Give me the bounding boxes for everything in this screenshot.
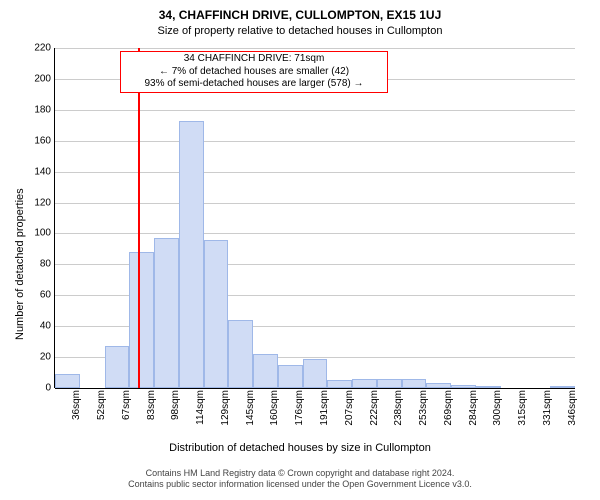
attribution-line-2: Contains public sector information licen… (128, 479, 472, 489)
x-tick-label: 52sqm (96, 388, 107, 420)
x-tick-label: 160sqm (269, 388, 280, 426)
x-tick-label: 191sqm (319, 388, 330, 426)
histogram-bar (204, 240, 229, 388)
y-tick-label: 40 (40, 321, 55, 332)
histogram-bar (327, 380, 352, 388)
histogram-bar (129, 252, 154, 388)
annotation-box: 34 CHAFFINCH DRIVE: 71sqm← 7% of detache… (120, 51, 388, 93)
x-tick-label: 346sqm (567, 388, 578, 426)
x-tick-label: 83sqm (146, 388, 157, 420)
y-tick-label: 100 (34, 228, 55, 239)
chart-title-address: 34, CHAFFINCH DRIVE, CULLOMPTON, EX15 1U… (0, 8, 600, 22)
annotation-line: 34 CHAFFINCH DRIVE: 71sqm (125, 53, 383, 66)
x-tick-label: 176sqm (294, 388, 305, 426)
x-tick-label: 145sqm (245, 388, 256, 426)
y-tick-label: 160 (34, 135, 55, 146)
gridline (55, 141, 575, 142)
gridline (55, 172, 575, 173)
gridline (55, 110, 575, 111)
x-tick-label: 114sqm (195, 388, 206, 425)
histogram-bar (402, 379, 427, 388)
histogram-bar (179, 121, 204, 388)
x-axis-line (55, 388, 575, 389)
y-axis-label: Number of detached properties (14, 188, 26, 340)
x-tick-label: 36sqm (71, 388, 82, 420)
y-tick-label: 60 (40, 290, 55, 301)
x-tick-label: 129sqm (220, 388, 231, 426)
y-tick-label: 120 (34, 197, 55, 208)
y-tick-label: 180 (34, 104, 55, 115)
histogram-bar (105, 346, 130, 388)
x-tick-label: 284sqm (468, 388, 479, 426)
y-tick-label: 200 (34, 73, 55, 84)
x-tick-label: 238sqm (393, 388, 404, 426)
histogram-bar (377, 379, 402, 388)
histogram-bar (253, 354, 278, 388)
x-tick-label: 315sqm (517, 388, 528, 426)
x-tick-label: 253sqm (418, 388, 429, 426)
x-tick-label: 207sqm (344, 388, 355, 426)
y-tick-label: 140 (34, 166, 55, 177)
histogram-bar (278, 365, 303, 388)
attribution-line-1: Contains HM Land Registry data © Crown c… (146, 468, 455, 478)
histogram-bar (55, 374, 80, 388)
gridline (55, 233, 575, 234)
y-tick-label: 20 (40, 352, 55, 363)
x-tick-label: 67sqm (121, 388, 132, 420)
annotation-line: ← 7% of detached houses are smaller (42) (125, 66, 383, 79)
histogram-bar (228, 320, 253, 388)
x-tick-label: 222sqm (369, 388, 380, 426)
y-tick-label: 220 (34, 43, 55, 54)
x-axis-label: Distribution of detached houses by size … (0, 442, 600, 454)
x-tick-label: 331sqm (542, 388, 553, 426)
property-marker-line (138, 48, 140, 388)
x-tick-label: 300sqm (492, 388, 503, 426)
histogram-bar (352, 379, 377, 388)
chart-subtitle: Size of property relative to detached ho… (0, 25, 600, 37)
y-tick-label: 80 (40, 259, 55, 270)
annotation-line: 93% of semi-detached houses are larger (… (125, 78, 383, 91)
x-tick-label: 98sqm (170, 388, 181, 420)
histogram-bar (303, 359, 328, 388)
gridline (55, 203, 575, 204)
y-axis-line (54, 48, 55, 388)
attribution-text: Contains HM Land Registry data © Crown c… (0, 468, 600, 491)
histogram-bar (154, 238, 179, 388)
chart-wrapper: { "titles": { "line1": "34, CHAFFINCH DR… (0, 0, 600, 500)
plot-area: 02040608010012014016018020022036sqm52sqm… (55, 48, 575, 388)
gridline (55, 48, 575, 49)
x-tick-label: 269sqm (443, 388, 454, 426)
